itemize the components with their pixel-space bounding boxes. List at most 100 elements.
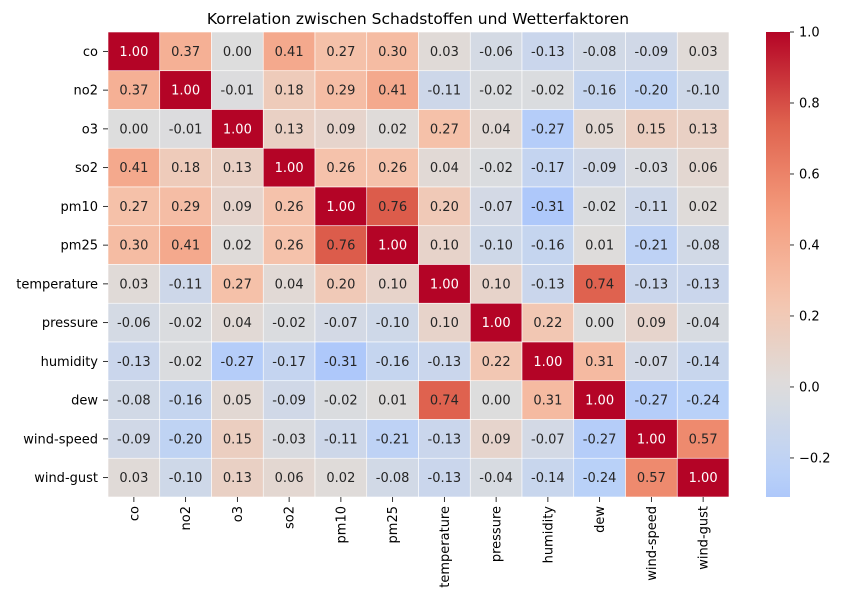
heatmap-cell-dew-pm10 [314,380,368,420]
cell-value-label: 1.00 [585,394,614,409]
heatmap-cell-pressure-so2 [262,302,316,343]
cell-value-label: -0.02 [324,394,358,409]
cell-value-label: 0.26 [275,239,304,254]
heatmap-cell-pm25-dew [573,225,626,265]
cell-value-label: -0.14 [531,471,565,486]
row-label-pressure: pressure [42,316,98,331]
cell-value-label: 0.27 [223,277,252,292]
cell-value-label: -0.13 [635,277,669,292]
cell-value-label: -0.07 [479,200,513,215]
heatmap-cell-pm25-pressure [469,225,523,265]
heatmap-cell-co-wind-gust [676,31,730,72]
cell-value-label: -0.13 [428,471,462,486]
heatmap-cell-co-so2 [262,31,316,72]
cell-value-label: -0.13 [428,432,462,447]
heatmap-cell-humidity-co [107,341,161,382]
heatmap-cell-no2-pm25 [366,70,419,110]
cell-value-label: 0.22 [482,355,511,370]
column-label-o3: o3 [231,506,246,522]
cell-value-label: 0.57 [689,432,718,447]
heatmap-cell-temperature-co [107,264,161,304]
row-label-humidity: humidity [41,355,99,370]
heatmap-cell-dew-dew [573,380,626,420]
row-label-wind-gust: wind-gust [34,471,98,486]
cell-value-label: 0.18 [171,161,200,176]
cell-value-label: -0.02 [583,200,617,215]
heatmap-cell-temperature-wind-gust [676,264,730,304]
cell-value-label: 0.00 [585,316,614,331]
cell-value-label: 0.31 [533,394,562,409]
cell-value-label: 0.27 [326,45,355,60]
row-label-o3: o3 [82,122,98,137]
heatmap-cell-pressure-dew [573,302,626,343]
heatmap-cell-wind-speed-wind-speed [625,419,678,459]
cell-value-label: -0.20 [169,432,203,447]
cell-value-label: 0.02 [326,471,355,486]
cell-value-label: -0.11 [169,277,203,292]
row-label-co: co [83,45,98,60]
cell-value-label: -0.07 [324,316,358,331]
heatmap-cell-dew-no2 [159,380,212,420]
heatmap-cell-dew-temperature [418,380,471,420]
cell-value-label: -0.13 [428,355,462,370]
cell-value-label: 0.00 [223,45,252,60]
cell-value-label: 0.04 [223,316,252,331]
heatmap-cell-no2-wind-gust [676,70,730,110]
heatmap-cell-pressure-co [107,302,161,343]
heatmap-cell-pm25-wind-gust [676,225,730,265]
cell-value-label: -0.09 [272,394,306,409]
cell-value-label: 0.02 [378,122,407,137]
heatmap-cell-no2-pm10 [314,70,368,110]
heatmap-cell-so2-wind-speed [625,147,678,188]
heatmap-cell-temperature-pm10 [314,264,368,304]
cell-value-label: 1.00 [326,200,355,215]
cell-value-label: 0.13 [223,471,252,486]
cell-value-label: -0.16 [583,84,617,99]
cell-value-label: 0.37 [171,45,200,60]
heatmap-cell-humidity-pm25 [366,341,419,382]
colorbar-tick-label: 0.0 [799,380,820,395]
heatmap-cell-pm10-co [107,186,161,227]
cell-value-label: -0.08 [686,239,720,254]
cell-value-label: -0.24 [686,394,720,409]
column-label-temperature: temperature [438,506,453,588]
heatmap-cell-no2-dew [573,70,626,110]
colorbar: 1.0 0.8 0.6 0.4 0.2 0.0 −0.2 [766,26,831,497]
cell-value-label: 0.29 [171,200,200,215]
cell-value-label: -0.02 [272,316,306,331]
heatmap-cell-pm10-pressure [469,186,523,227]
cell-value-label: -0.03 [272,432,306,447]
cell-value-label: 0.26 [326,161,355,176]
heatmap-cell-dew-so2 [262,380,316,420]
cell-value-label: -0.31 [324,355,358,370]
heatmap-cell-wind-gust-wind-gust [676,457,730,498]
heatmap-cell-pressure-pressure [469,302,523,343]
heatmap-cell-pm10-o3 [211,186,264,227]
cell-value-label: -0.04 [479,471,513,486]
cell-value-label: -0.02 [169,316,203,331]
heatmap-cell-humidity-pressure [469,341,523,382]
heatmap-cell-wind-speed-wind-gust [676,419,730,459]
cell-value-label: -0.13 [531,45,565,60]
cell-value-label: 0.27 [430,122,459,137]
cell-value-label: -0.13 [686,277,720,292]
heatmap-cell-pm10-wind-speed [625,186,678,227]
heatmap-cell-o3-wind-speed [625,109,678,149]
cell-value-label: 0.74 [430,394,459,409]
heatmap-cell-co-pm25 [366,31,419,72]
column-label-dew: dew [593,506,608,533]
cell-value-label: 0.13 [689,122,718,137]
heatmap-cell-pm25-co [107,225,161,265]
cell-value-label: -0.08 [376,471,410,486]
cell-value-label: -0.10 [686,84,720,99]
heatmap-cell-co-pressure [469,31,523,72]
cell-value-label: 0.04 [482,122,511,137]
cell-value-label: 0.03 [119,471,148,486]
colorbar-tick-label: 0.2 [799,309,820,324]
cell-value-label: -0.27 [221,355,255,370]
heatmap-cell-co-no2 [159,31,212,72]
cell-value-label: 0.30 [119,239,148,254]
cell-value-label: -0.07 [635,355,669,370]
cell-value-label: -0.27 [583,432,617,447]
cell-value-label: -0.10 [169,471,203,486]
